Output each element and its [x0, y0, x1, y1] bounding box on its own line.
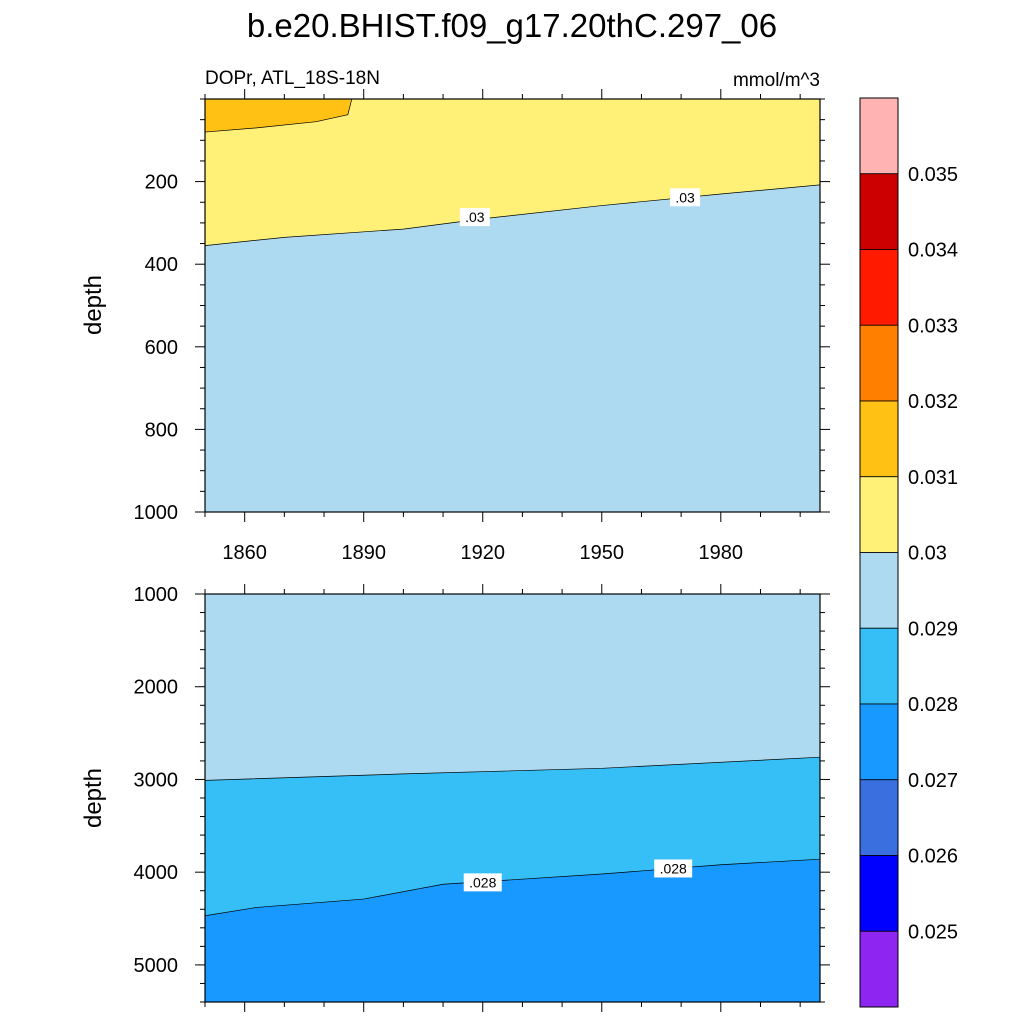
colorbar-swatch	[859, 855, 899, 932]
colorbar-label: 0.032	[908, 391, 958, 413]
contour-label-box	[459, 208, 490, 227]
x-tick-label: 1860	[222, 542, 267, 564]
y-tick-label: 800	[145, 419, 178, 441]
contour-label: .028	[469, 874, 496, 890]
y-tick-label: 3000	[134, 769, 179, 791]
colorbar-label: 0.025	[908, 921, 958, 943]
y-tick-label: 600	[145, 337, 178, 359]
y-axis-label: depth	[80, 768, 107, 828]
upper-panel: .03 .03 1860 1890 1920 1950 1980 200 400 600 800 10…	[80, 89, 830, 564]
colorbar-swatch	[859, 476, 899, 553]
y-tick-label: 400	[145, 254, 178, 276]
colorbar-swatch	[859, 173, 899, 250]
y-tick-label: 200	[145, 172, 178, 194]
colorbar-swatch	[859, 249, 899, 326]
colorbar-label: 0.035	[908, 164, 958, 186]
colorbar-swatch	[859, 627, 899, 705]
colorbar-swatch	[859, 930, 899, 1008]
colorbar-swatch	[859, 703, 899, 781]
colorbar-label: 0.027	[908, 770, 958, 792]
contour-label: .03	[675, 189, 695, 205]
colorbar: 0.025 0.026 0.027 0.028 0.029 0.03 0.031 0.032 0…	[859, 97, 958, 1008]
contour-line-0.029	[204, 756, 821, 781]
y-tick-label: 4000	[134, 862, 179, 884]
left-string: DOPr, ATL_18S-18N	[205, 68, 380, 89]
y-tick-label: 2000	[134, 677, 179, 699]
x-tick-label: 1890	[341, 542, 386, 564]
figure-title: b.e20.BHIST.f09_g17.20thC.297_06	[247, 7, 777, 44]
colorbar-swatch	[859, 324, 899, 402]
colorbar-swatch	[859, 97, 899, 175]
y-tick-label: 1000	[134, 502, 179, 524]
colorbar-swatch	[859, 400, 899, 478]
lower-panel: .028 .028 1000 2000 3000 4000 5000 depth	[80, 584, 830, 1012]
colorbar-swatch	[859, 779, 899, 856]
colorbar-swatch	[859, 552, 899, 629]
colorbar-label: 0.031	[908, 467, 958, 489]
colorbar-label: 0.028	[908, 694, 958, 716]
y-tick-label: 5000	[134, 955, 179, 977]
y-axis-label: depth	[80, 275, 107, 335]
contour-fill-0.029-0.03	[205, 594, 820, 781]
contour-label-box	[654, 859, 693, 878]
colorbar-label: 0.026	[908, 846, 958, 868]
units-string: mmol/m^3	[733, 70, 820, 91]
colorbar-label: 0.034	[908, 240, 958, 262]
colorbar-frame	[859, 97, 899, 1008]
contour-label-box	[670, 188, 701, 207]
contour-label: .03	[465, 209, 485, 225]
y-tick-label: 1000	[134, 584, 179, 606]
contour-label-box	[463, 873, 502, 892]
colorbar-label: 0.029	[908, 618, 958, 640]
colorbar-label: 0.03	[908, 543, 947, 565]
x-tick-label: 1980	[699, 542, 744, 564]
contour-fill-0.03-0.031	[205, 99, 820, 246]
contour-label: .028	[660, 860, 687, 876]
x-tick-label: 1920	[460, 542, 505, 564]
contour-line-0.028	[204, 858, 821, 917]
x-tick-label: 1950	[580, 542, 625, 564]
colorbar-label: 0.033	[908, 315, 958, 337]
